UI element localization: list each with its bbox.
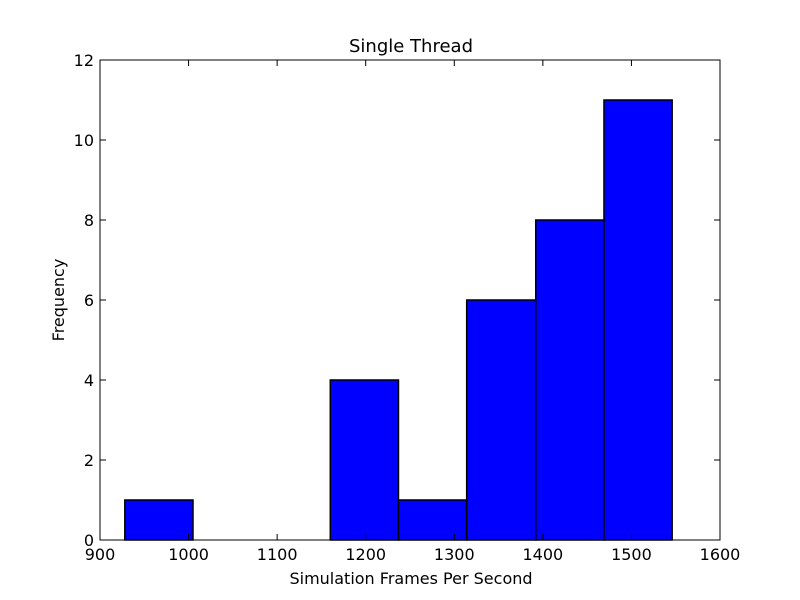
x-tick-label: 1400 — [522, 545, 563, 564]
x-tick-label: 1600 — [700, 545, 741, 564]
histogram-bar-7 — [603, 99, 673, 541]
y-axis-label: Frequency — [49, 259, 68, 342]
y-tick-label: 0 — [84, 531, 94, 550]
y-tick-label: 12 — [74, 51, 94, 70]
x-axis-ticks: 900 1000 1100 1200 1300 1400 1500 1600 — [85, 60, 741, 564]
histogram-bar-0 — [124, 499, 194, 541]
chart-title: Single Thread — [349, 36, 473, 57]
x-tick-label: 1200 — [345, 545, 386, 564]
x-axis-label: Simulation Frames Per Second — [289, 569, 532, 588]
y-tick-label: 6 — [84, 291, 94, 310]
x-tick-label: 900 — [85, 545, 116, 564]
histogram-bar-4 — [397, 499, 468, 541]
y-tick-label: 10 — [74, 131, 94, 150]
y-tick-label: 4 — [84, 371, 94, 390]
x-tick-label: 1000 — [168, 545, 209, 564]
x-tick-label: 1300 — [434, 545, 475, 564]
bars-group — [124, 99, 673, 541]
histogram-bar-6 — [535, 219, 605, 541]
histogram-bar-5 — [465, 299, 537, 541]
histogram-bar-3 — [329, 379, 400, 541]
y-axis-ticks: 0 2 4 6 8 10 12 — [74, 51, 720, 550]
y-tick-label: 8 — [84, 211, 94, 230]
x-tick-label: 1100 — [257, 545, 298, 564]
y-tick-label: 2 — [84, 451, 94, 470]
x-tick-label: 1500 — [611, 545, 652, 564]
